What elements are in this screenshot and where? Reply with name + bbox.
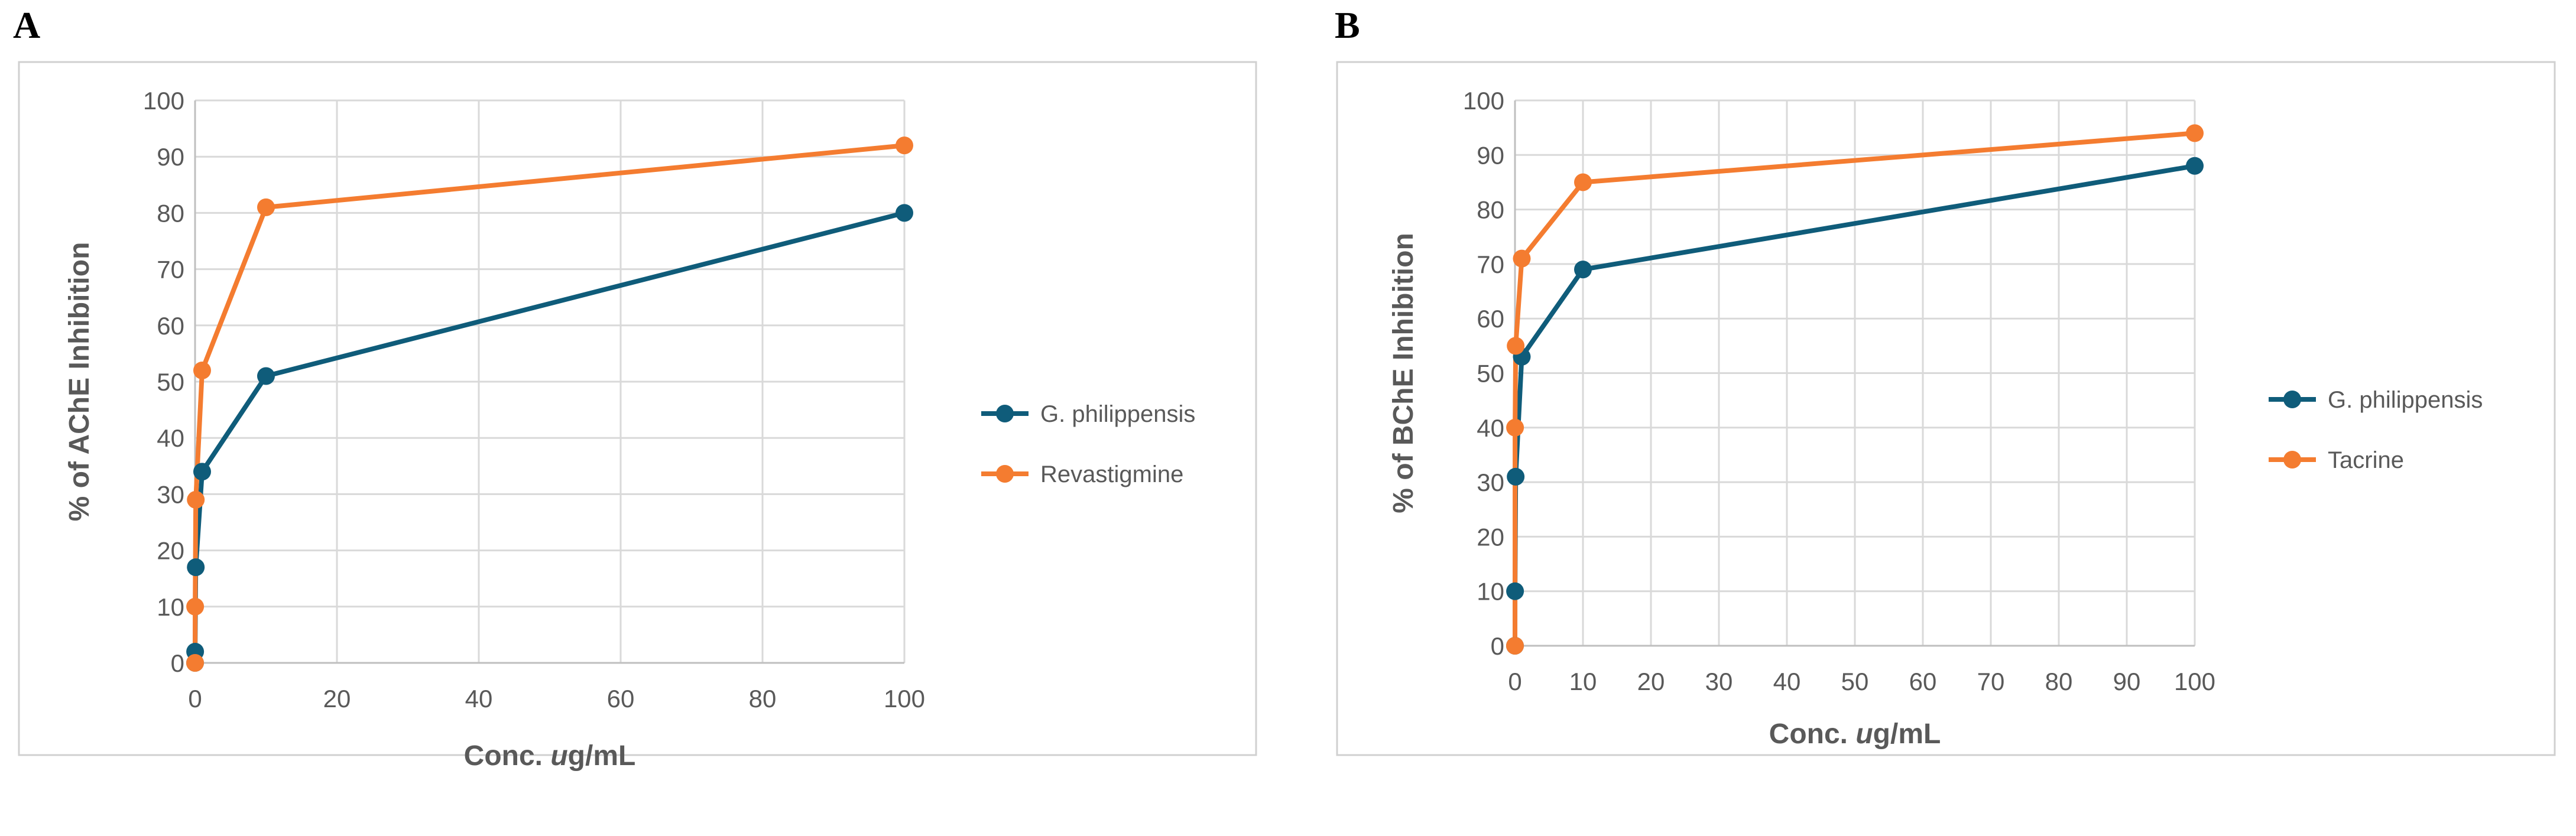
x-tick-label: 100 [2174, 668, 2215, 695]
data-point [1506, 582, 1524, 600]
y-axis-title: % of BChE Inhibition [1388, 233, 1419, 513]
data-point [1506, 418, 1524, 437]
x-tick-label: 90 [2113, 668, 2141, 695]
y-tick-label: 100 [143, 87, 184, 115]
data-point [193, 463, 211, 481]
x-tick-label: 50 [1841, 668, 1869, 695]
y-axis-title: % of AChE Inhibition [64, 242, 95, 522]
data-point [896, 136, 913, 155]
y-tick-label: 10 [157, 593, 184, 621]
x-tick-label: 70 [1977, 668, 2005, 695]
y-tick-label: 0 [1491, 632, 1504, 660]
y-tick-label: 60 [157, 312, 184, 340]
data-point [257, 367, 275, 385]
data-point [193, 361, 211, 379]
x-tick-label: 10 [1569, 668, 1597, 695]
x-tick-label: 60 [607, 685, 635, 713]
data-point [2186, 124, 2204, 142]
x-tick-label: 80 [2045, 668, 2073, 695]
y-tick-label: 60 [1477, 305, 1504, 333]
x-tick-label: 20 [323, 685, 351, 713]
x-tick-label: 0 [188, 685, 202, 713]
data-point [187, 558, 205, 577]
y-tick-label: 50 [157, 368, 184, 396]
legend-marker [2283, 451, 2301, 469]
x-tick-label: 0 [1508, 668, 1521, 695]
legend-label: Tacrine [2328, 447, 2404, 473]
legend-label: G. philippensis [1040, 401, 1195, 427]
x-tick-label: 40 [465, 685, 493, 713]
y-tick-label: 70 [157, 256, 184, 284]
y-tick-label: 90 [1477, 141, 1504, 169]
y-tick-label: 0 [171, 649, 184, 677]
data-point [1506, 637, 1524, 655]
x-axis-title: Conc. ug/mL [464, 740, 636, 772]
data-point [1507, 337, 1525, 355]
legend-marker [996, 465, 1014, 483]
x-tick-label: 20 [1637, 668, 1665, 695]
chart-frame [1336, 61, 2556, 756]
y-tick-label: 40 [157, 424, 184, 452]
panel-label-b: B [1335, 4, 1360, 46]
data-point [187, 490, 205, 509]
chart-panel-b: 0 10 20 30 40 50 60 70 80 90 100 0 10 20 30 40 50 60 70 80 9… [1336, 61, 2556, 756]
y-tick-label: 20 [1477, 523, 1504, 551]
x-tick-label: 60 [1909, 668, 1937, 695]
x-axis-title: Conc. ug/mL [1769, 718, 1941, 750]
x-tick-label: 100 [884, 685, 925, 713]
y-tick-label: 20 [157, 537, 184, 565]
data-point [1574, 173, 1592, 191]
y-tick-label: 80 [1477, 196, 1504, 224]
panel-label-a: A [13, 4, 41, 46]
legend-marker [996, 405, 1014, 422]
y-tick-label: 30 [1477, 469, 1504, 496]
y-tick-label: 80 [157, 199, 184, 227]
legend-marker [2283, 391, 2301, 408]
data-point [1513, 249, 1531, 268]
data-point [2186, 157, 2204, 175]
data-point [186, 654, 204, 672]
legend-label: G. philippensis [2328, 387, 2483, 413]
data-point [186, 597, 205, 616]
y-tick-label: 90 [157, 143, 184, 171]
x-tick-label: 80 [749, 685, 777, 713]
data-point [1574, 261, 1592, 279]
x-tick-label: 30 [1705, 668, 1733, 695]
y-tick-label: 30 [157, 480, 184, 508]
data-point [257, 198, 275, 216]
y-tick-label: 10 [1477, 578, 1504, 606]
y-tick-label: 100 [1463, 87, 1504, 115]
chart-frame [18, 61, 1257, 756]
legend-label: Revastigmine [1040, 461, 1183, 487]
data-point [896, 204, 913, 222]
data-point [1507, 467, 1525, 486]
y-tick-label: 70 [1477, 251, 1504, 278]
x-tick-label: 40 [1773, 668, 1801, 695]
series-line-1 [193, 143, 905, 663]
chart-panel-a: 0 10 20 30 40 50 60 70 80 90 100 0 20 40 60 80 100 Conc. … [18, 61, 1257, 772]
y-tick-label: 40 [1477, 414, 1504, 442]
y-tick-label: 50 [1477, 360, 1504, 388]
series-line-1 [1513, 131, 2195, 646]
